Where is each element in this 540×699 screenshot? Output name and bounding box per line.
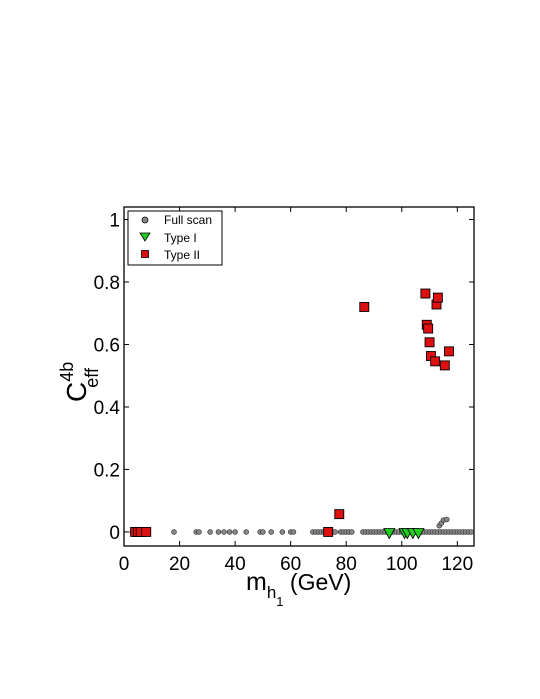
type-ii-point — [359, 302, 370, 312]
y-tick-label: 0.2 — [94, 460, 120, 481]
y-label-main: C — [61, 382, 92, 402]
type-i-point — [383, 528, 396, 540]
type-ii-point — [323, 526, 334, 537]
y-tick-label: 0.6 — [94, 335, 120, 356]
type-ii-point — [444, 346, 454, 357]
full-scan-point — [232, 529, 238, 535]
legend-label-type-i: Type I — [164, 231, 197, 245]
type-ii-point — [430, 356, 441, 367]
type-ii-point — [334, 509, 345, 520]
x-tick-labels: 0 20 40 60 80 100 120 — [119, 554, 473, 575]
y-label-sub: eff — [82, 367, 102, 388]
full-scan-point — [226, 529, 233, 535]
legend-label-full-scan: Full scan — [164, 213, 212, 227]
y-tick-label: 0 — [109, 523, 120, 544]
type-ii-point — [439, 360, 450, 371]
full-scan-point — [279, 529, 286, 535]
full-scan-point — [196, 529, 202, 535]
type-ii-point — [420, 288, 431, 299]
full-scan-point — [171, 529, 177, 535]
type-ii-point — [424, 337, 435, 348]
x-tick-label: 60 — [280, 554, 301, 575]
x-tick-label: 100 — [386, 554, 418, 575]
legend-label-type-ii: Type II — [164, 248, 200, 262]
x-label-sub1: h — [267, 583, 276, 602]
legend-marker-full-scan — [141, 216, 149, 224]
full-scan-point — [221, 529, 227, 535]
y-tick-labels: 0 0.2 0.4 0.6 0.8 1 — [94, 210, 121, 543]
full-scan-point — [260, 529, 266, 535]
x-label-sub2: 1 — [276, 594, 283, 609]
full-scan-point — [332, 529, 338, 535]
x-label-main: m — [246, 568, 267, 596]
full-scan-point — [207, 529, 213, 535]
x-tick-label: 40 — [225, 554, 246, 575]
legend-marker-type-ii — [141, 250, 149, 258]
x-tick-label: 80 — [336, 554, 357, 575]
full-scan-point — [468, 529, 474, 535]
y-label-sup: 4b — [57, 362, 77, 382]
type-ii-point — [141, 526, 152, 537]
x-tick-label: 120 — [441, 554, 473, 575]
legend: Full scan Type I Type II — [127, 210, 223, 266]
full-scan-point — [215, 529, 222, 535]
full-scan-point — [243, 529, 249, 535]
y-tick-label: 1 — [109, 210, 120, 231]
y-axis-label: C4b eff — [57, 362, 102, 402]
legend-marker-type-i — [139, 232, 151, 242]
y-tick-label: 0.8 — [94, 273, 120, 294]
x-tick-label: 0 — [119, 554, 130, 575]
full-scan-point — [444, 516, 450, 523]
type-ii-point — [432, 292, 443, 303]
type-ii-point — [423, 323, 434, 334]
full-scan-point — [268, 529, 274, 535]
plot-frame — [123, 206, 475, 547]
y-tick-label: 0.4 — [94, 398, 121, 419]
full-scan-point — [290, 529, 297, 535]
full-scan-point — [349, 529, 355, 535]
type-i-point — [412, 528, 425, 540]
x-label-unit: (GeV) — [284, 569, 352, 595]
x-tick-label: 20 — [169, 554, 190, 575]
x-axis-label: mh1 (GeV) — [246, 568, 351, 609]
data-points — [129, 288, 474, 540]
